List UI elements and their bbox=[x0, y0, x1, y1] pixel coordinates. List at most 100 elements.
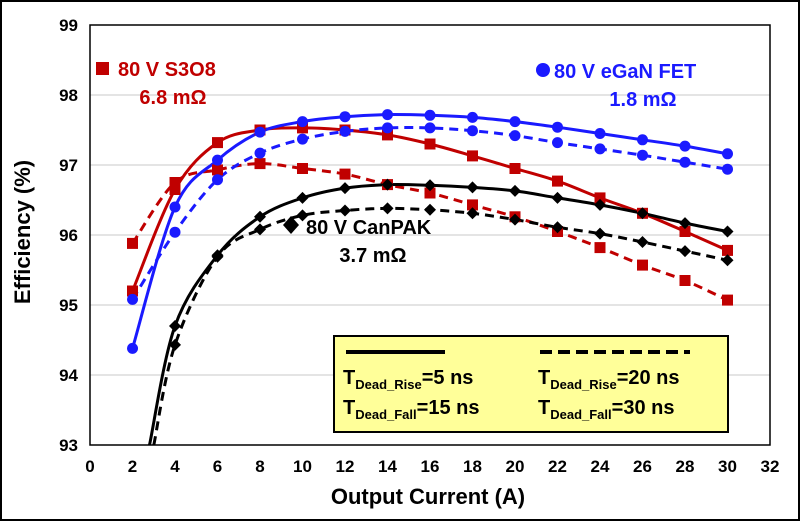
point-egan-dashed bbox=[722, 163, 733, 175]
point-egan-dashed bbox=[509, 130, 521, 142]
point-canpak-dashed bbox=[679, 245, 691, 258]
point-s308-dashed bbox=[169, 177, 181, 188]
canpak-name: 80 V CanPAK bbox=[306, 217, 432, 239]
y-tick-label: 94 bbox=[59, 366, 78, 385]
x-tick-label: 8 bbox=[255, 457, 264, 476]
point-egan-solid bbox=[127, 342, 138, 354]
point-s308-solid bbox=[594, 192, 606, 204]
point-egan-solid bbox=[212, 154, 223, 166]
x-tick-label: 20 bbox=[506, 457, 525, 476]
point-egan-dashed bbox=[339, 125, 351, 137]
point-s308-dashed bbox=[297, 163, 308, 174]
point-egan-solid bbox=[254, 126, 266, 138]
point-egan-solid bbox=[382, 109, 393, 121]
point-canpak-solid bbox=[594, 198, 606, 211]
point-s308-solid bbox=[509, 163, 521, 174]
point-egan-dashed bbox=[212, 174, 223, 186]
x-tick-label: 16 bbox=[421, 457, 440, 476]
point-canpak-solid bbox=[721, 225, 734, 238]
point-egan-solid bbox=[509, 116, 521, 128]
x-tick-label: 22 bbox=[548, 457, 567, 476]
y-axis-title: Efficiency (%) bbox=[10, 160, 35, 304]
y-tick-label: 97 bbox=[59, 156, 78, 175]
point-egan-solid bbox=[637, 134, 648, 146]
y-tick-label: 95 bbox=[59, 296, 78, 315]
point-egan-dashed bbox=[467, 125, 478, 137]
point-s308-dashed bbox=[467, 199, 478, 211]
y-tick-label: 99 bbox=[59, 16, 78, 35]
point-egan-solid bbox=[722, 148, 733, 160]
point-canpak-dashed bbox=[551, 221, 564, 234]
point-canpak-solid bbox=[254, 210, 266, 223]
x-tick-label: 2 bbox=[128, 457, 137, 476]
point-egan-solid bbox=[297, 116, 308, 128]
point-egan-dashed bbox=[637, 149, 648, 161]
point-canpak-solid bbox=[679, 217, 691, 230]
x-tick-labels: 0 2 4 6 8 10 12 14 16 18 20 22 24 26 28 30 32 bbox=[85, 457, 779, 476]
point-s308-solid bbox=[722, 244, 733, 256]
point-egan-solid bbox=[169, 201, 181, 213]
x-tick-label: 14 bbox=[378, 457, 397, 476]
x-tick-label: 24 bbox=[591, 457, 610, 476]
legend-dashed-fall: TDead_Fall=30 ns bbox=[538, 397, 674, 422]
point-canpak-solid bbox=[424, 179, 436, 192]
point-canpak-dashed bbox=[211, 250, 224, 263]
point-canpak-solid bbox=[381, 178, 394, 191]
egan-marker-icon bbox=[536, 63, 550, 77]
legend-solid-rise: TDead_Rise=5 ns bbox=[343, 367, 473, 392]
x-tick-label: 12 bbox=[336, 457, 355, 476]
point-canpak-dashed bbox=[594, 227, 606, 240]
point-s308-dashed bbox=[254, 158, 266, 170]
point-canpak-dashed bbox=[466, 207, 479, 220]
x-tick-label: 4 bbox=[170, 457, 180, 476]
y-tick-label: 96 bbox=[59, 226, 78, 245]
point-canpak-dashed bbox=[636, 236, 649, 248]
point-canpak-solid bbox=[169, 320, 181, 332]
point-canpak-dashed bbox=[296, 209, 309, 222]
point-egan-solid bbox=[424, 109, 436, 121]
point-s308-dashed bbox=[424, 187, 436, 199]
legend-dashed-rise: TDead_Rise=20 ns bbox=[538, 367, 680, 392]
markers-layer bbox=[127, 109, 734, 354]
x-tick-label: 10 bbox=[293, 457, 312, 476]
point-canpak-dashed bbox=[721, 254, 734, 267]
point-canpak-dashed bbox=[254, 223, 266, 236]
y-tick-label: 98 bbox=[59, 86, 78, 105]
point-canpak-dashed bbox=[381, 202, 394, 215]
point-s308-solid bbox=[127, 285, 138, 297]
legend-solid-fall: TDead_Fall=15 ns bbox=[343, 397, 479, 422]
point-s308-solid bbox=[169, 184, 181, 195]
point-egan-solid bbox=[594, 128, 606, 139]
point-egan-solid bbox=[679, 140, 691, 152]
x-tick-label: 6 bbox=[213, 457, 222, 476]
point-egan-solid bbox=[552, 121, 563, 133]
point-egan-solid bbox=[467, 111, 478, 123]
x-axis-title: Output Current (A) bbox=[331, 484, 525, 509]
point-egan-dashed bbox=[679, 156, 691, 168]
point-s308-solid bbox=[297, 122, 308, 134]
s308-marker-icon bbox=[96, 62, 109, 75]
point-s308-solid bbox=[552, 175, 563, 187]
point-s308-dashed bbox=[594, 242, 606, 254]
egan-name: 80 V eGaN FET bbox=[554, 61, 696, 83]
point-s308-solid bbox=[424, 138, 436, 150]
point-canpak-solid bbox=[296, 191, 309, 204]
point-s308-dashed bbox=[339, 168, 351, 180]
egan-resistance: 1.8 mΩ bbox=[609, 89, 676, 111]
plot-area-border bbox=[89, 24, 771, 446]
x-tick-label: 30 bbox=[718, 457, 737, 476]
legend: TDead_Rise=5 ns TDead_Fall=15 ns TDead_R… bbox=[333, 335, 729, 433]
x-tick-label: 18 bbox=[463, 457, 482, 476]
point-egan-dashed bbox=[594, 143, 606, 155]
point-s308-solid bbox=[212, 137, 223, 149]
point-s308-solid bbox=[382, 129, 393, 141]
point-egan-dashed bbox=[552, 137, 563, 149]
point-s308-dashed bbox=[127, 237, 138, 249]
point-canpak-solid bbox=[509, 184, 521, 197]
point-canpak-dashed bbox=[509, 213, 521, 226]
point-s308-solid bbox=[467, 150, 478, 162]
point-s308-solid bbox=[679, 226, 691, 237]
canpak-resistance: 3.7 mΩ bbox=[339, 245, 406, 267]
point-egan-dashed bbox=[169, 226, 181, 238]
